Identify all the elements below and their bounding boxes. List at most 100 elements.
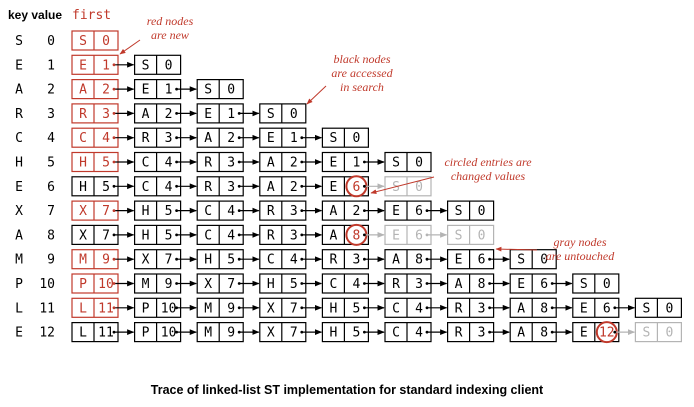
node-value: 4 [227,204,235,219]
node-value: 4 [415,326,423,341]
list-node: P 10 [135,298,181,317]
node-key: E [329,180,337,195]
node-value: 7 [102,204,110,219]
node-key: P [79,277,87,292]
list-node: C4 [135,153,181,172]
node-key: M [204,301,212,316]
link-dot [426,209,429,212]
link-dot [175,112,178,115]
list-node: R3 [448,298,494,317]
list-node: R3 [260,225,306,244]
list-node: X7 [72,201,118,220]
trace-row: E1E1S0 [15,55,181,74]
annotation-black-nodes-line3: in search [340,80,384,94]
first-header: first [72,8,111,23]
list-node: R3 [260,201,306,220]
link-dot [300,161,303,164]
node-value: 5 [165,228,173,243]
node-key: A [79,83,87,98]
list-node: A8 [385,250,431,269]
link-dot [113,136,116,139]
link-dot [426,282,429,285]
node-value: 4 [165,156,173,171]
list-node: E1 [322,153,368,172]
node-key: P [142,326,150,341]
annotation-gray-nodes-line1: gray nodes [554,235,607,249]
list-node: C4 [72,128,118,147]
node-value: 3 [102,107,110,122]
node-key: A [517,326,525,341]
row-key: S [15,34,23,49]
node-key: A [329,204,337,219]
node-key: H [204,253,212,268]
link-dot [363,282,366,285]
node-value: 1 [352,156,360,171]
list-node: S0 [635,323,681,342]
trace-row: C4C4R3A2E1S0 [15,128,368,147]
link-dot [113,161,116,164]
node-key: R [267,204,275,219]
list-node: E6 [385,225,431,244]
list-node: A8 [322,225,368,245]
node-key: R [392,277,400,292]
node-value: 11 [98,301,114,316]
list-node: H5 [322,323,368,342]
node-value: 5 [102,156,110,171]
row-value: 11 [39,301,55,316]
list-node: X7 [135,250,181,269]
node-key: R [455,301,463,316]
node-value: 7 [165,253,173,268]
node-key: A [204,131,212,146]
node-key: M [204,326,212,341]
trace-row: R3R3A2E1S0 [15,104,306,123]
node-value: 0 [603,277,611,292]
link-dot [113,185,116,188]
trace-row: M9M9X7H5C4R3A8E6S0 [15,250,556,269]
link-dot [175,258,178,261]
row-key: A [15,83,23,98]
node-key: M [142,277,150,292]
link-dot [300,136,303,139]
node-key: E [267,131,275,146]
list-node: L 11 [72,323,118,342]
node-value: 6 [352,180,360,195]
node-key: R [455,326,463,341]
link-dot [300,258,303,261]
row-value: 3 [47,107,55,122]
row-key: P [15,277,23,292]
node-key: H [142,228,150,243]
link-dot [175,331,178,334]
node-key: C [79,131,87,146]
node-key: H [267,277,275,292]
link-dot [175,234,178,237]
row-key: X [15,204,23,219]
node-value: 5 [352,326,360,341]
list-node: E1 [135,80,181,99]
node-value: 6 [415,228,423,243]
link-dot [238,136,241,139]
row-value: 5 [47,156,55,171]
node-key: E [392,204,400,219]
list-node: A2 [72,80,118,99]
list-node: H5 [197,250,243,269]
annotation-black-nodes-line2: are accessed [331,66,393,80]
node-value: 5 [165,204,173,219]
list-node: M9 [197,298,243,317]
node-key: C [329,277,337,292]
link-dot [175,88,178,91]
list-node: S0 [448,201,494,220]
node-key: R [267,228,275,243]
node-value: 0 [478,204,486,219]
node-value: 1 [227,107,235,122]
link-dot [113,282,116,285]
node-key: A [267,180,275,195]
list-node: C4 [260,250,306,269]
link-dot [175,136,178,139]
